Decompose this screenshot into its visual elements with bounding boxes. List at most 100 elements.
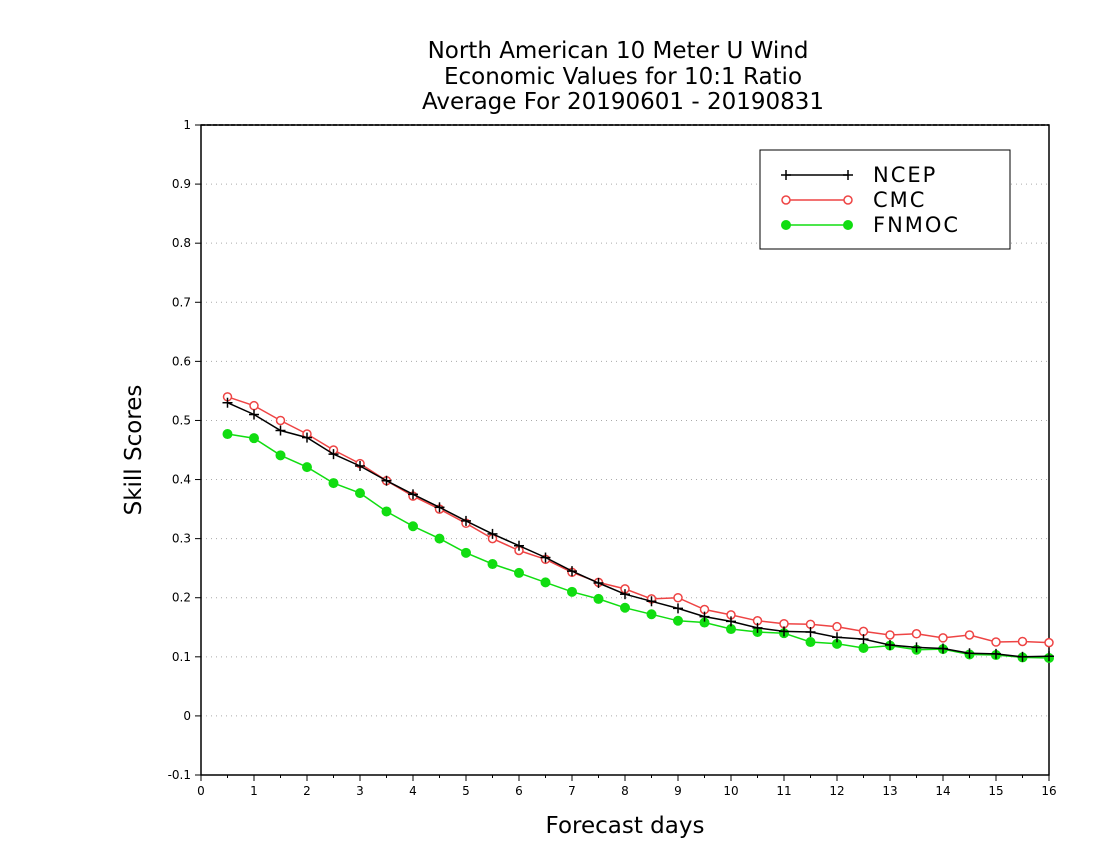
chart-title: North American 10 Meter U Wind Economic … [422, 38, 824, 115]
data-point-ncep [1044, 651, 1054, 662]
data-point-fnmoc [593, 593, 604, 604]
data-point-fnmoc [355, 488, 365, 499]
data-point-cmc [885, 630, 895, 640]
legend-label-fnmoc: FNMOC [873, 213, 960, 237]
data-point-ncep [593, 577, 604, 588]
data-point-fnmoc [302, 462, 312, 473]
series-line-ncep [227, 402, 1050, 658]
y-tick-label: 0.5 [172, 413, 191, 427]
series-line-cmc [227, 396, 1050, 644]
x-tick-label: 15 [988, 784, 1003, 798]
data-point-fnmoc [646, 609, 657, 620]
data-point-ncep [885, 640, 895, 650]
data-point-ncep [355, 460, 365, 471]
data-point-ncep [249, 409, 259, 420]
y-tick-label: 0.3 [172, 532, 191, 546]
legend-marker-cmc [843, 195, 853, 205]
y-tick-label: 0.7 [172, 295, 191, 309]
data-point-ncep [779, 626, 789, 637]
data-point-fnmoc [328, 478, 339, 489]
legend-marker-ncep [781, 170, 791, 180]
legend-marker-fnmoc [781, 220, 791, 230]
legend-marker-cmc [781, 195, 791, 205]
data-point-ncep [434, 502, 445, 513]
data-point-cmc [673, 592, 683, 603]
data-point-fnmoc [275, 450, 286, 461]
x-tick-label: 8 [621, 784, 629, 798]
x-tick-label: 6 [515, 784, 523, 798]
data-point-ncep [1017, 651, 1028, 662]
x-tick-label: 9 [674, 784, 682, 798]
data-point-fnmoc [620, 602, 630, 613]
x-tick-label: 2 [303, 784, 311, 798]
data-point-cmc [249, 400, 259, 411]
data-point-ncep [911, 642, 922, 653]
data-point-fnmoc [222, 429, 233, 440]
title-line-1: North American 10 Meter U Wind [428, 38, 809, 64]
data-point-cmc [1044, 637, 1054, 648]
y-tick-label: 0.9 [172, 177, 191, 191]
data-point-ncep [726, 616, 736, 627]
data-point-cmc [275, 415, 286, 426]
x-tick-label: 5 [462, 784, 470, 798]
data-point-fnmoc [858, 642, 869, 653]
data-point-ncep [381, 475, 392, 486]
data-point-fnmoc [381, 506, 392, 517]
data-point-ncep [752, 622, 763, 633]
data-point-cmc [832, 621, 842, 632]
legend-marker-ncep [843, 170, 853, 180]
data-point-fnmoc [487, 559, 498, 570]
x-tick-label: 3 [356, 784, 364, 798]
series-line-fnmoc [227, 433, 1050, 659]
x-tick-label: 12 [829, 784, 844, 798]
data-point-ncep [858, 634, 869, 645]
y-tick-label: 0.4 [172, 473, 191, 487]
data-point-fnmoc [514, 567, 524, 578]
data-point-ncep [991, 648, 1001, 659]
y-tick-label: 0 [183, 709, 191, 723]
y-axis-label: Skill Scores [121, 385, 147, 516]
x-tick-label: 13 [882, 784, 897, 798]
data-point-cmc [964, 630, 975, 640]
data-point-ncep [673, 603, 683, 614]
x-tick-label: 0 [197, 784, 205, 798]
axes: -0.100.10.20.30.40.50.60.70.80.910 1 2 3 4 5 6… [168, 118, 1057, 798]
data-point-ncep [408, 489, 418, 500]
y-tick-label: 0.6 [172, 354, 191, 368]
x-tick-label: 11 [776, 784, 791, 798]
y-tick-label: -0.1 [168, 768, 191, 782]
data-point-fnmoc [567, 586, 577, 597]
x-tick-label: 4 [409, 784, 417, 798]
x-tick-label: 7 [568, 784, 576, 798]
data-point-cmc [938, 633, 948, 643]
data-point-cmc [991, 637, 1001, 647]
title-line-2: Economic Values for 10:1 Ratio [444, 64, 802, 90]
series-ncep [222, 397, 1054, 662]
data-point-cmc [1017, 636, 1028, 647]
data-point-ncep [832, 632, 842, 643]
legend-marker-fnmoc [843, 220, 853, 230]
data-point-ncep [646, 596, 657, 607]
data-point-ncep [540, 552, 551, 563]
data-point-fnmoc [540, 577, 551, 588]
legend-label-ncep: NCEP [873, 163, 937, 187]
x-axis-label: Forecast days [546, 813, 705, 839]
data-point-ncep [964, 648, 975, 659]
x-tick-label: 14 [935, 784, 950, 798]
data-point-ncep [567, 566, 577, 577]
data-point-ncep [938, 643, 948, 654]
series-fnmoc [222, 429, 1054, 663]
data-point-ncep [328, 449, 339, 460]
data-point-ncep [620, 589, 630, 600]
data-point-fnmoc [461, 547, 471, 558]
data-point-cmc [911, 629, 922, 639]
y-tick-label: 1 [183, 118, 191, 132]
data-point-ncep [805, 627, 816, 637]
data-point-fnmoc [673, 615, 683, 626]
legend-label-cmc: CMC [873, 188, 926, 212]
y-tick-label: 0.8 [172, 236, 191, 250]
data-point-ncep [487, 528, 498, 539]
data-point-fnmoc [249, 433, 259, 444]
